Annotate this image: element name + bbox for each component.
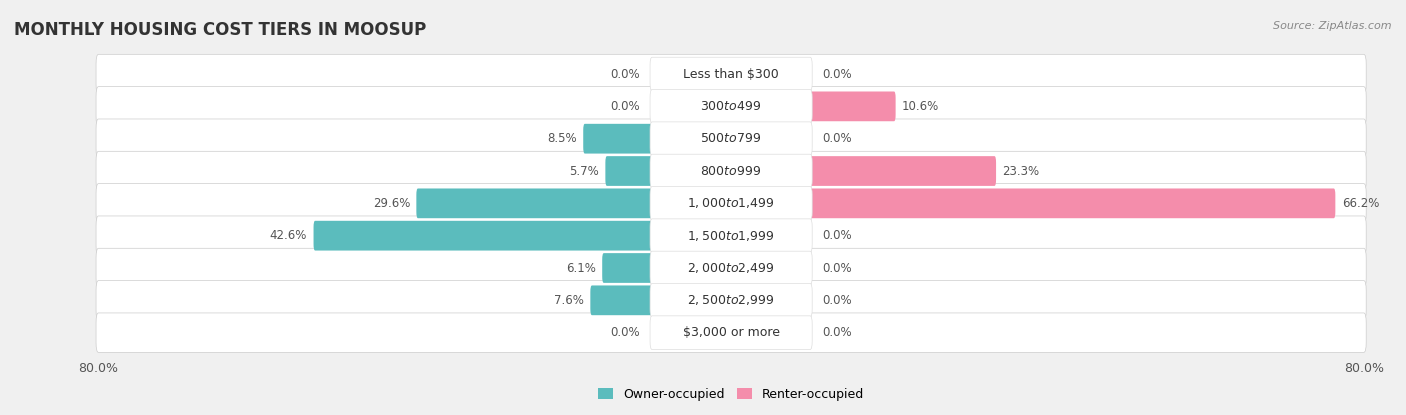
FancyBboxPatch shape <box>591 286 654 315</box>
FancyBboxPatch shape <box>650 316 813 349</box>
Text: 0.0%: 0.0% <box>823 326 852 339</box>
FancyBboxPatch shape <box>96 313 1367 352</box>
FancyBboxPatch shape <box>650 283 813 317</box>
Text: 42.6%: 42.6% <box>270 229 307 242</box>
Text: 66.2%: 66.2% <box>1341 197 1379 210</box>
FancyBboxPatch shape <box>606 156 654 186</box>
Text: $2,000 to $2,499: $2,000 to $2,499 <box>688 261 775 275</box>
FancyBboxPatch shape <box>583 124 654 154</box>
Text: Less than $300: Less than $300 <box>683 68 779 81</box>
FancyBboxPatch shape <box>96 119 1367 159</box>
FancyBboxPatch shape <box>650 90 813 123</box>
Text: 0.0%: 0.0% <box>823 68 852 81</box>
FancyBboxPatch shape <box>96 87 1367 126</box>
Text: $300 to $499: $300 to $499 <box>700 100 762 113</box>
Legend: Owner-occupied, Renter-occupied: Owner-occupied, Renter-occupied <box>593 383 869 406</box>
Text: 8.5%: 8.5% <box>547 132 576 145</box>
FancyBboxPatch shape <box>96 248 1367 288</box>
Text: 0.0%: 0.0% <box>610 326 640 339</box>
Text: 0.0%: 0.0% <box>610 100 640 113</box>
FancyBboxPatch shape <box>808 188 1336 218</box>
Text: $2,500 to $2,999: $2,500 to $2,999 <box>688 293 775 308</box>
Text: $1,000 to $1,499: $1,000 to $1,499 <box>688 196 775 210</box>
FancyBboxPatch shape <box>96 151 1367 191</box>
Text: Source: ZipAtlas.com: Source: ZipAtlas.com <box>1274 21 1392 31</box>
Text: 7.6%: 7.6% <box>554 294 583 307</box>
FancyBboxPatch shape <box>96 183 1367 223</box>
FancyBboxPatch shape <box>650 154 813 188</box>
Text: 10.6%: 10.6% <box>903 100 939 113</box>
FancyBboxPatch shape <box>650 186 813 220</box>
FancyBboxPatch shape <box>314 221 654 251</box>
Text: 5.7%: 5.7% <box>569 164 599 178</box>
Text: 0.0%: 0.0% <box>610 68 640 81</box>
Text: 29.6%: 29.6% <box>373 197 411 210</box>
FancyBboxPatch shape <box>602 253 654 283</box>
Text: $1,500 to $1,999: $1,500 to $1,999 <box>688 229 775 243</box>
FancyBboxPatch shape <box>650 219 813 252</box>
Text: 0.0%: 0.0% <box>823 261 852 274</box>
Text: 0.0%: 0.0% <box>823 229 852 242</box>
Text: MONTHLY HOUSING COST TIERS IN MOOSUP: MONTHLY HOUSING COST TIERS IN MOOSUP <box>14 21 426 39</box>
FancyBboxPatch shape <box>650 122 813 156</box>
Text: $3,000 or more: $3,000 or more <box>683 326 779 339</box>
Text: 0.0%: 0.0% <box>823 132 852 145</box>
Text: 23.3%: 23.3% <box>1002 164 1039 178</box>
FancyBboxPatch shape <box>96 281 1367 320</box>
FancyBboxPatch shape <box>808 91 896 121</box>
FancyBboxPatch shape <box>808 156 995 186</box>
Text: 6.1%: 6.1% <box>567 261 596 274</box>
Text: 0.0%: 0.0% <box>823 294 852 307</box>
FancyBboxPatch shape <box>650 251 813 285</box>
FancyBboxPatch shape <box>96 54 1367 94</box>
FancyBboxPatch shape <box>416 188 654 218</box>
FancyBboxPatch shape <box>96 216 1367 255</box>
Text: $800 to $999: $800 to $999 <box>700 164 762 178</box>
FancyBboxPatch shape <box>650 57 813 91</box>
Text: $500 to $799: $500 to $799 <box>700 132 762 145</box>
